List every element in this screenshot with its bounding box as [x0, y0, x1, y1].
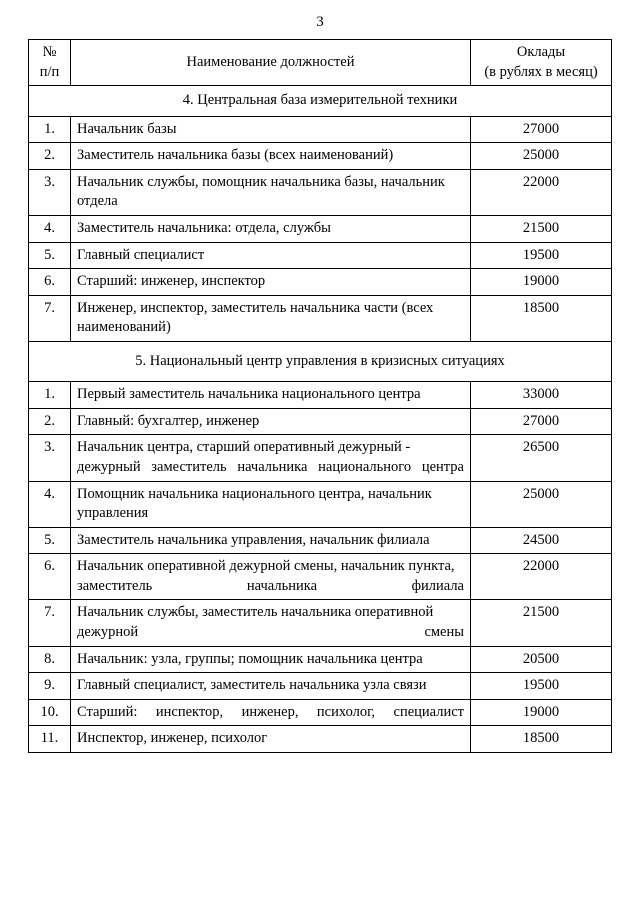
row-salary: 22000 [471, 554, 612, 600]
row-salary: 20500 [471, 646, 612, 673]
row-salary: 19500 [471, 242, 612, 269]
row-title: Начальник базы [71, 116, 471, 143]
table-row: 5.Главный специалист19500 [29, 242, 612, 269]
table-row: 1.Начальник базы27000 [29, 116, 612, 143]
row-title: Заместитель начальника базы (всех наимен… [71, 143, 471, 170]
row-salary: 25000 [471, 481, 612, 527]
section-heading: 5. Национальный центр управления в кризи… [29, 341, 612, 382]
row-number: 6. [29, 554, 71, 600]
table-row: 3.Начальник центра, старший оперативный … [29, 435, 612, 481]
row-title: Инспектор, инженер, психолог [71, 726, 471, 753]
row-salary: 24500 [471, 527, 612, 554]
row-salary: 21500 [471, 600, 612, 646]
table-row: 6.Начальник оперативной дежурной смены, … [29, 554, 612, 600]
row-number: 4. [29, 481, 71, 527]
row-number: 9. [29, 673, 71, 700]
row-salary: 19500 [471, 673, 612, 700]
table-row: 7.Инженер, инспектор, заместитель началь… [29, 295, 612, 341]
table-row: 7.Начальник службы, заместитель начальни… [29, 600, 612, 646]
page-number: 3 [28, 14, 612, 31]
table-header-row: № п/пНаименование должностейОклады (в ру… [29, 40, 612, 86]
row-title: Старший: инспектор, инженер, психолог, с… [71, 699, 471, 726]
row-title: Инженер, инспектор, заместитель начальни… [71, 295, 471, 341]
row-title: Главный специалист, заместитель начальни… [71, 673, 471, 700]
row-number: 7. [29, 600, 71, 646]
table-row: 10.Старший: инспектор, инженер, психолог… [29, 699, 612, 726]
row-number: 10. [29, 699, 71, 726]
row-title: Главный: бухгалтер, инженер [71, 408, 471, 435]
row-number: 2. [29, 408, 71, 435]
row-salary: 18500 [471, 295, 612, 341]
row-title: Первый заместитель начальника национальн… [71, 382, 471, 409]
table-row: 9.Главный специалист, заместитель началь… [29, 673, 612, 700]
row-number: 3. [29, 435, 71, 481]
row-number: 5. [29, 527, 71, 554]
row-salary: 22000 [471, 169, 612, 215]
row-title: Заместитель начальника управления, начал… [71, 527, 471, 554]
row-salary: 19000 [471, 699, 612, 726]
section-heading: 4. Центральная база измерительной техник… [29, 86, 612, 117]
row-number: 5. [29, 242, 71, 269]
row-salary: 26500 [471, 435, 612, 481]
salary-table: № п/пНаименование должностейОклады (в ру… [28, 39, 612, 753]
row-title: Старший: инженер, инспектор [71, 269, 471, 296]
row-number: 11. [29, 726, 71, 753]
document-page: 3 { "page_number": "3", "header": { "num… [0, 0, 640, 773]
row-number: 2. [29, 143, 71, 170]
row-salary: 18500 [471, 726, 612, 753]
row-number: 1. [29, 116, 71, 143]
row-title: Начальник службы, заместитель начальника… [71, 600, 471, 646]
row-salary: 27000 [471, 408, 612, 435]
table-row: 11.Инспектор, инженер, психолог18500 [29, 726, 612, 753]
header-title: Наименование должностей [71, 40, 471, 86]
row-title: Помощник начальника национального центра… [71, 481, 471, 527]
row-title: Начальник службы, помощник начальника ба… [71, 169, 471, 215]
section-heading-row: 4. Центральная база измерительной техник… [29, 86, 612, 117]
section-heading-row: 5. Национальный центр управления в кризи… [29, 341, 612, 382]
table-row: 8.Начальник: узла, группы; помощник нача… [29, 646, 612, 673]
table-row: 5.Заместитель начальника управления, нач… [29, 527, 612, 554]
table-row: 2.Главный: бухгалтер, инженер27000 [29, 408, 612, 435]
header-salary: Оклады (в рублях в месяц) [471, 40, 612, 86]
header-num: № п/п [29, 40, 71, 86]
row-salary: 27000 [471, 116, 612, 143]
row-title: Начальник центра, старший оперативный де… [71, 435, 471, 481]
row-number: 4. [29, 215, 71, 242]
table-row: 2.Заместитель начальника базы (всех наим… [29, 143, 612, 170]
row-number: 1. [29, 382, 71, 409]
table-row: 6.Старший: инженер, инспектор19000 [29, 269, 612, 296]
row-title: Главный специалист [71, 242, 471, 269]
table-row: 4.Заместитель начальника: отдела, службы… [29, 215, 612, 242]
row-title: Начальник: узла, группы; помощник началь… [71, 646, 471, 673]
table-row: 1.Первый заместитель начальника национал… [29, 382, 612, 409]
row-title: Начальник оперативной дежурной смены, на… [71, 554, 471, 600]
row-salary: 19000 [471, 269, 612, 296]
row-number: 3. [29, 169, 71, 215]
row-title: Заместитель начальника: отдела, службы [71, 215, 471, 242]
row-number: 6. [29, 269, 71, 296]
row-salary: 25000 [471, 143, 612, 170]
table-row: 3.Начальник службы, помощник начальника … [29, 169, 612, 215]
table-row: 4.Помощник начальника национального цент… [29, 481, 612, 527]
row-salary: 33000 [471, 382, 612, 409]
row-number: 7. [29, 295, 71, 341]
row-number: 8. [29, 646, 71, 673]
row-salary: 21500 [471, 215, 612, 242]
